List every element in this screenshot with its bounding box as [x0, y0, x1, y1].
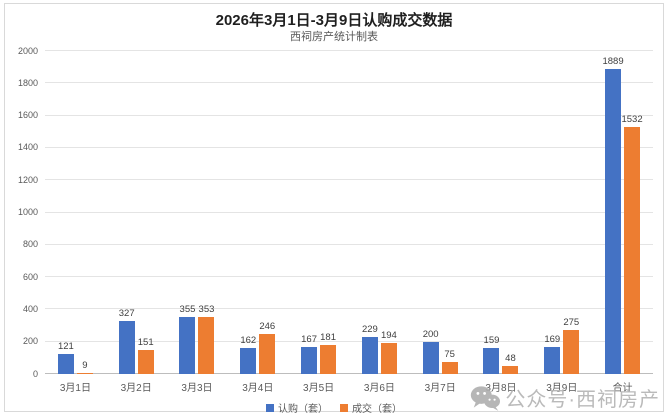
y-axis-tick-label: 1600 [17, 110, 38, 121]
gridline [45, 114, 653, 116]
x-axis-category-label: 3月8日 [485, 383, 517, 394]
plot-area: 121 9 327 151 355 353 162 246 167 181 229 194 200 75 1… [18, 46, 653, 379]
gridline [45, 340, 653, 342]
bar-value-label: 200 [422, 328, 439, 340]
bar-value-label: 48 [505, 353, 516, 365]
bar-group: 169 275 [531, 317, 592, 374]
bar-groups: 121 9 327 151 355 353 162 246 167 181 229 194 200 75 1… [45, 51, 653, 374]
y-axis-tick-label: 0 [32, 368, 38, 379]
x-axis-labels: 3月1日 3月2日 3月3日 3月4日 3月5日 3月6日 3月7日 3月8日 3月9日 合计 [45, 379, 653, 394]
bar: 151 [137, 337, 154, 374]
bar: 121 [57, 341, 74, 374]
bar-group: 159 48 [471, 335, 532, 374]
bar-group: 229 194 [349, 324, 410, 374]
y-axis-tick-label: 1000 [17, 207, 38, 217]
bar-value-label: 159 [483, 335, 500, 347]
bar-group: 200 75 [410, 329, 471, 374]
gridline [45, 50, 653, 51]
bar: 355 [179, 304, 196, 374]
x-axis-category-label: 3月7日 [424, 383, 456, 394]
legend-swatch [266, 403, 274, 412]
x-axis-category-label: 合计 [612, 383, 633, 394]
bar-group: 355 353 [167, 304, 228, 374]
gridline [45, 179, 653, 181]
bar-group: 162 246 [227, 321, 288, 374]
gridline [45, 211, 653, 213]
bar: 200 [422, 329, 439, 374]
bar-value-label: 75 [444, 348, 455, 360]
bar: 1532 [621, 114, 643, 374]
y-axis-tick-label: 400 [22, 303, 38, 314]
bar: 229 [361, 324, 378, 374]
chart-title: 2026年3月1日-3月9日认购成交数据 [215, 12, 453, 29]
bar: 169 [544, 334, 561, 374]
bar: 327 [118, 308, 135, 374]
bar: 159 [483, 335, 500, 374]
bar: 48 [502, 353, 519, 374]
bar: 353 [198, 304, 215, 374]
x-axis-category-label: 3月3日 [181, 383, 213, 394]
y-axis-tick-label: 1400 [17, 142, 38, 153]
x-axis-line [45, 373, 653, 374]
legend-swatch [340, 403, 348, 412]
legend: 认购（套） 成交（套） [5, 400, 663, 415]
bar: 75 [441, 349, 458, 374]
bar-value-label: 229 [361, 324, 378, 336]
bar-value-label: 1889 [602, 55, 624, 67]
x-axis-category-label: 3月4日 [242, 383, 274, 394]
legend-item: 认购（套） [266, 400, 328, 415]
bar-value-label: 275 [563, 316, 580, 328]
y-axis-tick-label: 1200 [17, 174, 38, 185]
bar-value-label: 1532 [621, 113, 643, 125]
bar: 181 [320, 332, 337, 374]
bar-value-label: 162 [240, 334, 257, 346]
wechat-icon [471, 385, 501, 411]
x-axis-category-label: 3月5日 [303, 383, 335, 394]
bar-value-label: 353 [198, 304, 215, 315]
gridline [45, 82, 653, 84]
bar-value-label: 167 [301, 334, 318, 346]
watermark: 公众号·西祠房产 [470, 383, 660, 412]
bar-group: 121 9 [45, 341, 106, 374]
legend-label: 成交（套） [352, 404, 402, 415]
bar-value-label: 181 [320, 331, 337, 343]
bar: 162 [240, 335, 257, 374]
gridline [45, 308, 653, 310]
x-axis-category-label: 3月2日 [120, 383, 152, 394]
bar-group: 1889 1532 [592, 56, 653, 374]
bar-value-label: 9 [82, 359, 88, 371]
bar: 275 [563, 317, 580, 374]
bar-value-label: 121 [57, 341, 74, 353]
bar: 246 [259, 321, 276, 374]
bar-value-label: 327 [118, 308, 135, 320]
gridline [45, 146, 653, 148]
bar-value-label: 194 [380, 329, 397, 341]
x-axis-category-label: 3月9日 [546, 383, 578, 394]
bar: 9 [76, 360, 93, 374]
x-axis-category-label: 3月6日 [363, 383, 395, 394]
y-axis-tick-label: 200 [22, 336, 38, 347]
gridline [45, 276, 653, 278]
x-axis-category-label: 3月1日 [59, 383, 91, 394]
y-axis-tick-label: 800 [22, 239, 38, 250]
chart-subtitle: 西祠房产统计制表 [290, 31, 378, 43]
y-axis-tick-label: 2000 [17, 45, 38, 56]
bar-value-label: 169 [544, 333, 561, 345]
bar-group: 167 181 [288, 332, 349, 374]
bar: 167 [301, 334, 318, 374]
y-axis-tick-label: 600 [22, 271, 38, 282]
bar-value-label: 151 [137, 336, 154, 348]
watermark-text: 公众号·西祠房产 [505, 389, 660, 411]
bar: 194 [380, 330, 397, 374]
bar-value-label: 246 [259, 321, 276, 333]
bar-group: 327 151 [106, 308, 167, 374]
bar: 1889 [602, 56, 624, 374]
legend-item: 成交（套） [340, 400, 402, 415]
y-axis-tick-label: 1800 [17, 77, 38, 88]
chart-frame: 2026年3月1日-3月9日认购成交数据 西祠房产统计制表 121 9 327 151… [4, 3, 664, 415]
gridline [45, 243, 653, 245]
legend-label: 认购（套） [278, 404, 328, 415]
bar-value-label: 355 [179, 303, 196, 315]
